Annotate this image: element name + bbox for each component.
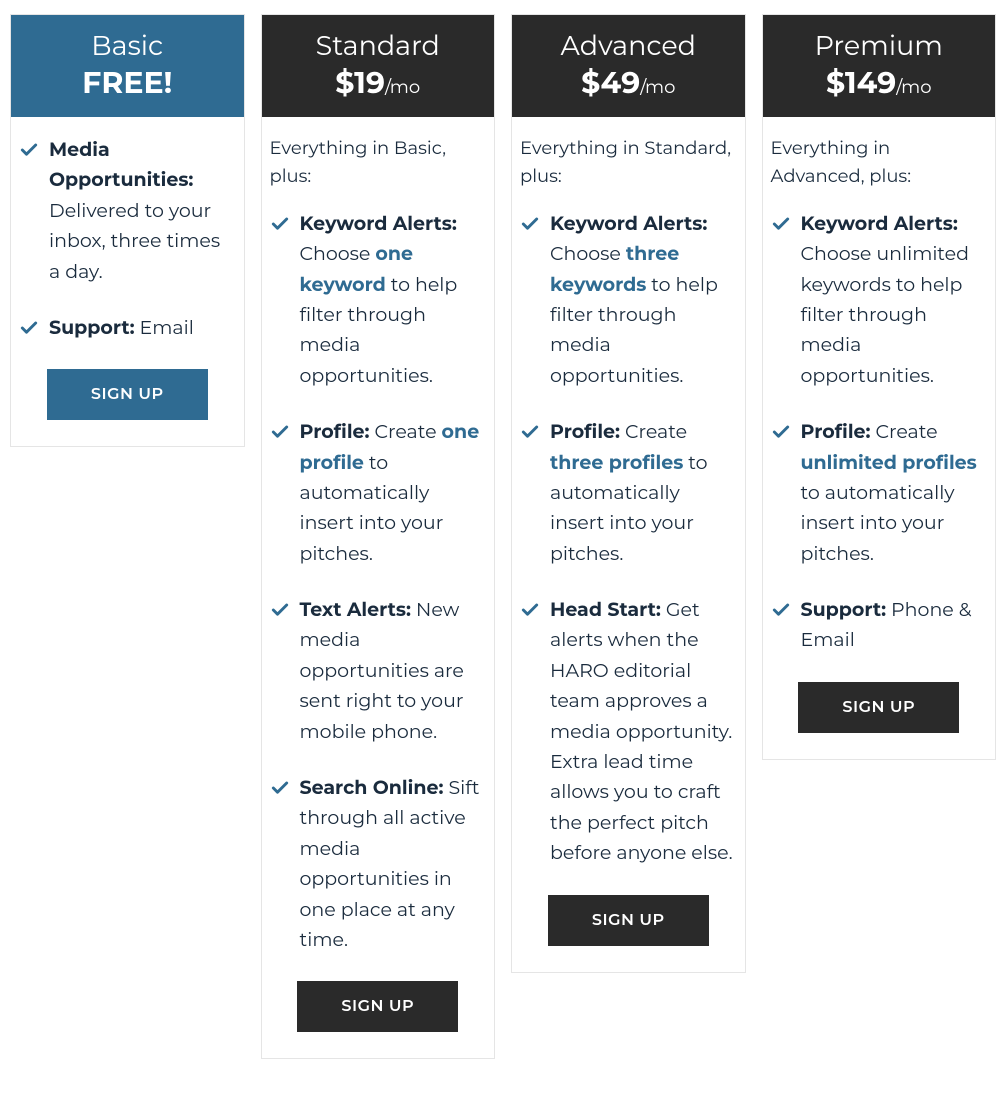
plan-price: $49 <box>581 64 640 101</box>
feature-label: Profile: <box>801 420 871 443</box>
feature-list: Media Opportunities: Delivered to your i… <box>19 135 236 343</box>
feature-text: Create <box>620 420 687 443</box>
plan-price: $149 <box>826 64 896 101</box>
plan-card-standard: Standard $19/mo Everything in Basic, plu… <box>261 14 496 1059</box>
feature-label: Search Online: <box>300 776 444 799</box>
check-icon <box>771 421 791 441</box>
feature-item: Keyword Alerts: Choose unlimited keyword… <box>771 209 988 391</box>
feature-item: Profile: Create unlimited profiles to au… <box>771 417 988 569</box>
plan-price: $19 <box>335 64 385 101</box>
plan-card-basic: Basic FREE! Media Opportunities: Deliver… <box>10 14 245 447</box>
feature-item: Support: Phone & Email <box>771 595 988 656</box>
feature-label: Support: <box>49 316 135 339</box>
feature-item: Support: Email <box>19 313 236 343</box>
plan-body-advanced: Everything in Standard, plus: Keyword Al… <box>512 117 745 972</box>
plan-header-advanced: Advanced $49/mo <box>512 15 745 117</box>
plan-name: Premium <box>773 29 986 62</box>
plan-body-basic: Media Opportunities: Delivered to your i… <box>11 117 244 446</box>
feature-text: Choose <box>300 242 376 265</box>
feature-label: Media Opportunities: <box>49 138 193 191</box>
plan-name: Basic <box>21 29 234 62</box>
plan-price: FREE! <box>82 64 172 101</box>
feature-list: Keyword Alerts: Choose unlimited keyword… <box>771 209 988 656</box>
plan-body-standard: Everything in Basic, plus: Keyword Alert… <box>262 117 495 1058</box>
feature-item: Media Opportunities: Delivered to your i… <box>19 135 236 287</box>
feature-highlight: unlimited profiles <box>801 451 977 474</box>
feature-text: Sift through all active media opportunit… <box>300 776 480 951</box>
signup-button-advanced[interactable]: SIGN UP <box>548 895 709 946</box>
feature-item: Keyword Alerts: Choose one keyword to he… <box>270 209 487 391</box>
check-icon <box>771 213 791 233</box>
plan-period: /mo <box>640 76 675 98</box>
check-icon <box>520 599 540 619</box>
plan-body-premium: Everything in Advanced, plus: Keyword Al… <box>763 117 996 759</box>
plan-card-advanced: Advanced $49/mo Everything in Standard, … <box>511 14 746 973</box>
feature-list: Keyword Alerts: Choose three keywords to… <box>520 209 737 869</box>
feature-text: Create <box>370 420 442 443</box>
plan-intro: Everything in Basic, plus: <box>270 135 487 191</box>
feature-label: Text Alerts: <box>300 598 411 621</box>
feature-text: Delivered to your inbox, three times a d… <box>49 199 220 283</box>
check-icon <box>270 777 290 797</box>
plan-header-premium: Premium $149/mo <box>763 15 996 117</box>
pricing-plans-container: Basic FREE! Media Opportunities: Deliver… <box>10 14 996 1059</box>
check-icon <box>270 213 290 233</box>
check-icon <box>270 421 290 441</box>
feature-text: to automatically insert into your pitche… <box>801 481 955 565</box>
check-icon <box>520 421 540 441</box>
feature-label: Support: <box>801 598 887 621</box>
check-icon <box>19 139 39 159</box>
feature-label: Profile: <box>550 420 620 443</box>
feature-item: Head Start: Get alerts when the HARO edi… <box>520 595 737 869</box>
plan-intro: Everything in Advanced, plus: <box>771 135 988 191</box>
plan-header-standard: Standard $19/mo <box>262 15 495 117</box>
plan-name: Standard <box>272 29 485 62</box>
feature-label: Head Start: <box>550 598 661 621</box>
check-icon <box>19 317 39 337</box>
check-icon <box>270 599 290 619</box>
plan-intro: Everything in Standard, plus: <box>520 135 737 191</box>
feature-label: Profile: <box>300 420 370 443</box>
feature-label: Keyword Alerts: <box>550 212 707 235</box>
feature-item: Keyword Alerts: Choose three keywords to… <box>520 209 737 391</box>
feature-text: Create <box>871 420 938 443</box>
feature-item: Text Alerts: New media opportunities are… <box>270 595 487 747</box>
signup-button-standard[interactable]: SIGN UP <box>297 981 458 1032</box>
feature-item: Profile: Create one profile to automatic… <box>270 417 487 569</box>
plan-card-premium: Premium $149/mo Everything in Advanced, … <box>762 14 997 760</box>
plan-period: /mo <box>896 76 931 98</box>
feature-list: Keyword Alerts: Choose one keyword to he… <box>270 209 487 956</box>
feature-label: Keyword Alerts: <box>801 212 958 235</box>
feature-label: Keyword Alerts: <box>300 212 457 235</box>
feature-text: Email <box>135 316 194 339</box>
feature-text: Get alerts when the HARO editorial team … <box>550 598 733 864</box>
feature-item: Profile: Create three profiles to automa… <box>520 417 737 569</box>
signup-button-basic[interactable]: SIGN UP <box>47 369 208 420</box>
plan-period: /mo <box>385 76 420 98</box>
check-icon <box>520 213 540 233</box>
signup-button-premium[interactable]: SIGN UP <box>798 682 959 733</box>
feature-highlight: three profiles <box>550 451 683 474</box>
check-icon <box>771 599 791 619</box>
feature-text: Choose <box>550 242 626 265</box>
plan-header-basic: Basic FREE! <box>11 15 244 117</box>
feature-item: Search Online: Sift through all active m… <box>270 773 487 955</box>
plan-name: Advanced <box>522 29 735 62</box>
feature-text: Choose unlimited keywords to help filter… <box>801 242 970 387</box>
